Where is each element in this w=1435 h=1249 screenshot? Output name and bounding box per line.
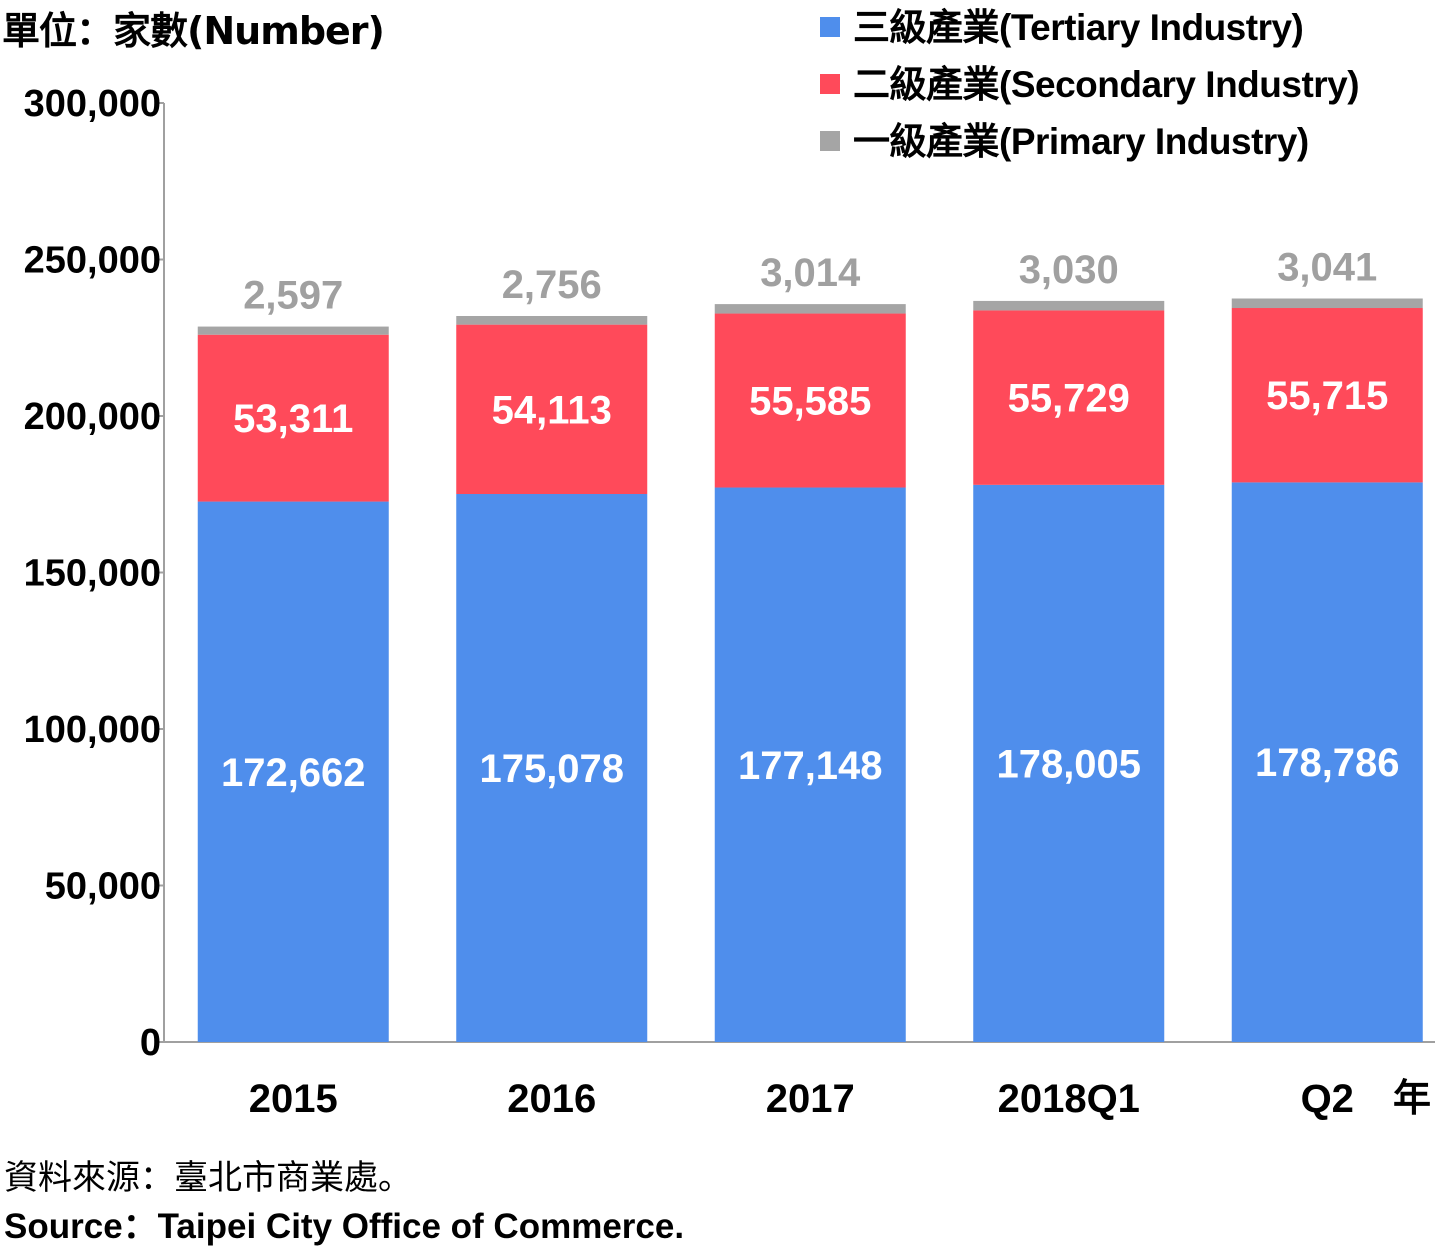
data-label: 55,585 bbox=[749, 380, 871, 424]
x-tick-label: 2018Q1 bbox=[998, 1077, 1140, 1121]
bar-tertiary bbox=[456, 494, 648, 1042]
legend-label: 二級產業(Secondary Industry) bbox=[853, 64, 1359, 105]
data-label: 177,148 bbox=[738, 744, 883, 788]
bar-secondary bbox=[1231, 308, 1423, 483]
bar-secondary bbox=[973, 310, 1165, 485]
data-label: 172,662 bbox=[221, 751, 366, 795]
x-tick-label: 2016 bbox=[507, 1077, 596, 1121]
data-label: 53,311 bbox=[233, 397, 353, 441]
bar-primary bbox=[456, 316, 648, 325]
bar-secondary bbox=[197, 334, 389, 502]
legend-swatch bbox=[820, 131, 840, 151]
source-zh: 資料來源：臺北市商業處。 bbox=[4, 1158, 412, 1198]
legend-label: 一級產業(Primary Industry) bbox=[853, 121, 1309, 162]
x-unit-label: 年 bbox=[1393, 1076, 1431, 1120]
legend-swatch bbox=[820, 74, 840, 94]
bar-primary bbox=[197, 326, 389, 335]
bar-tertiary bbox=[1231, 482, 1423, 1043]
source-en: Source：Taipei City Office of Commerce. bbox=[4, 1207, 685, 1246]
data-label: 54,113 bbox=[492, 388, 612, 432]
data-label: 55,715 bbox=[1266, 374, 1388, 418]
y-tick-label: 200,000 bbox=[24, 396, 161, 438]
data-label: 55,729 bbox=[1008, 377, 1130, 421]
bar-tertiary bbox=[973, 484, 1165, 1042]
data-label: 3,041 bbox=[1277, 245, 1377, 289]
x-tick-label: 2017 bbox=[766, 1077, 855, 1121]
data-label: 178,005 bbox=[996, 742, 1141, 786]
data-label: 2,597 bbox=[243, 274, 343, 318]
data-label: 3,014 bbox=[760, 251, 861, 295]
unit-label: 單位：家數(Number) bbox=[2, 9, 385, 53]
y-tick-label: 0 bbox=[140, 1022, 161, 1064]
y-tick-label: 150,000 bbox=[24, 553, 161, 595]
data-label: 2,756 bbox=[502, 263, 602, 307]
bar-secondary bbox=[456, 324, 648, 495]
y-tick-label: 300,000 bbox=[24, 83, 161, 125]
bar-primary bbox=[1231, 298, 1423, 309]
y-tick-label: 250,000 bbox=[24, 240, 161, 282]
x-tick-label: 2015 bbox=[249, 1077, 338, 1121]
bar-primary bbox=[973, 300, 1165, 311]
data-label: 175,078 bbox=[479, 747, 624, 791]
legend-label: 三級產業(Tertiary Industry) bbox=[853, 7, 1303, 48]
data-label: 178,786 bbox=[1255, 741, 1400, 785]
y-tick-label: 50,000 bbox=[45, 866, 161, 908]
stacked-bar-chart: 0 50,000 100,000 150,000 200,000 250,000 300,0… bbox=[24, 7, 1435, 1121]
bar-secondary bbox=[714, 313, 906, 488]
bar-primary bbox=[714, 304, 906, 314]
bar-tertiary bbox=[197, 501, 389, 1042]
bar-tertiary bbox=[714, 487, 906, 1043]
legend-swatch bbox=[820, 17, 840, 37]
x-tick-label: Q2 bbox=[1301, 1077, 1354, 1121]
y-tick-label: 100,000 bbox=[24, 709, 161, 751]
data-label: 3,030 bbox=[1019, 248, 1119, 292]
